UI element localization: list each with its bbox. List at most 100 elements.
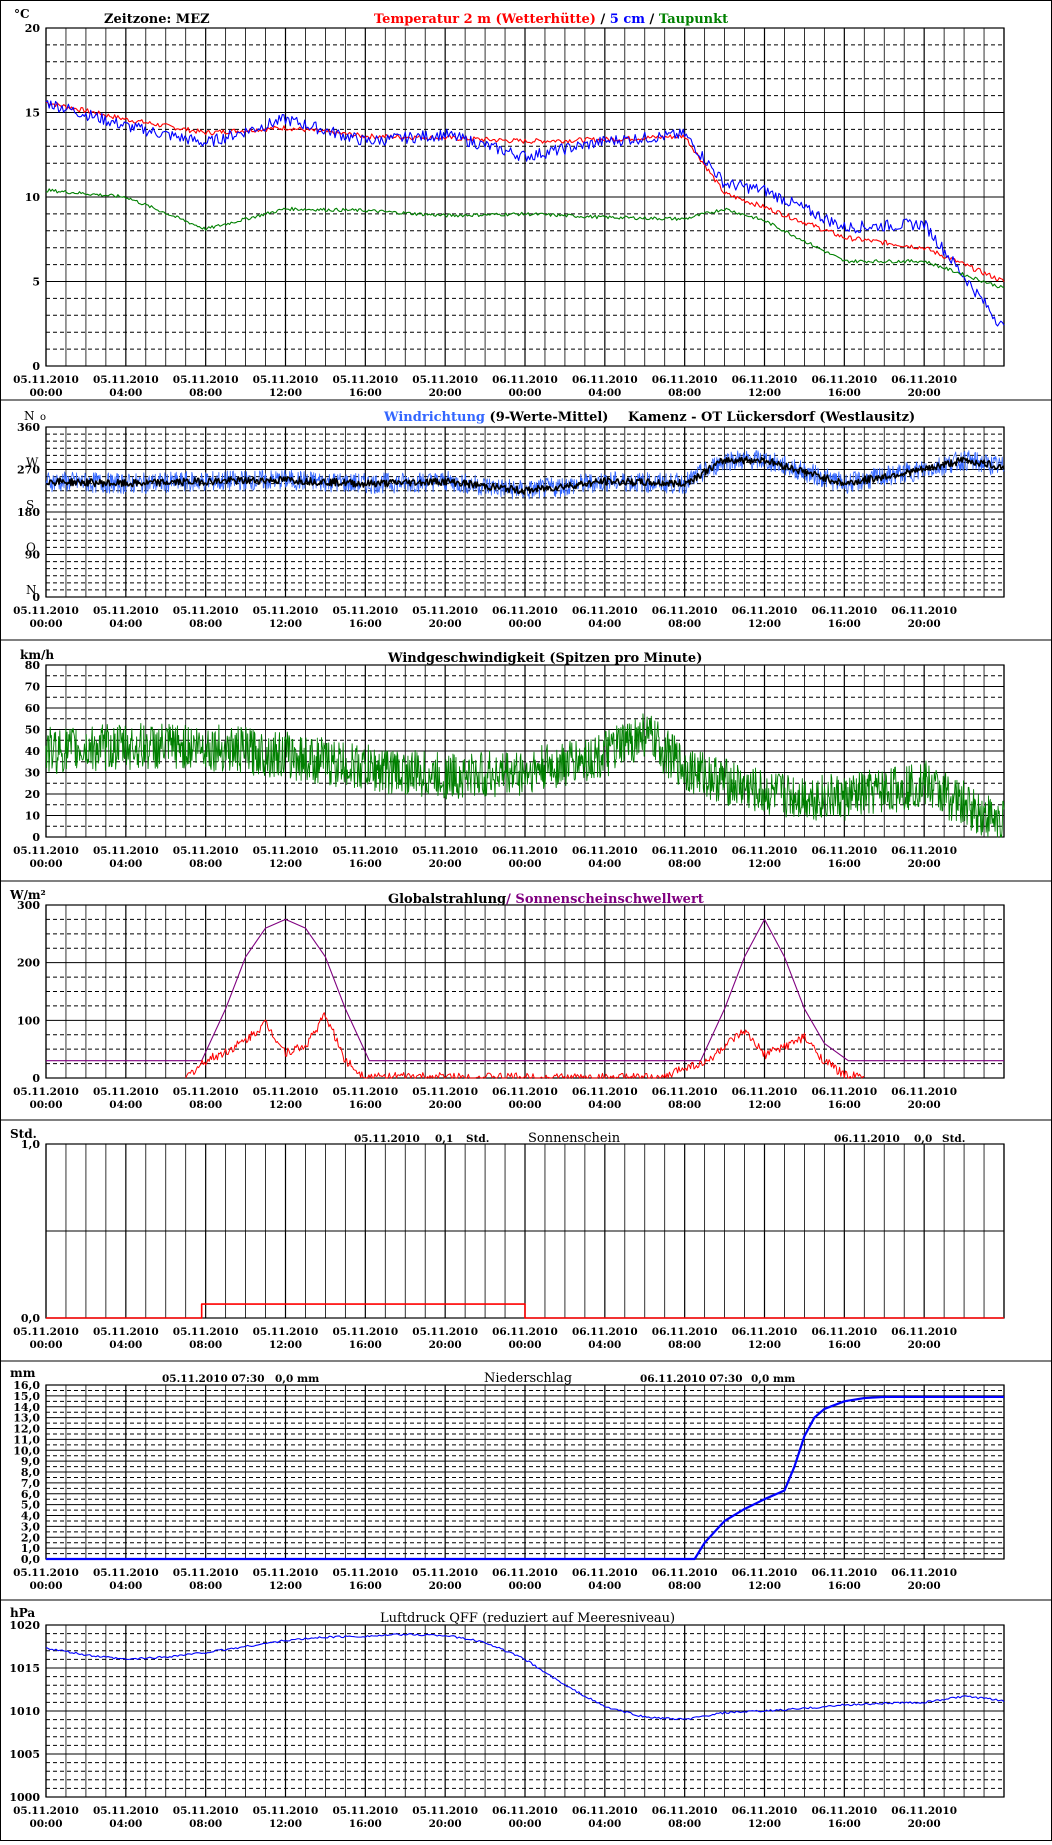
y-tick-label: 30: [25, 767, 41, 780]
x-tick-time: 12:00: [748, 1339, 781, 1351]
x-tick-time: 20:00: [908, 858, 941, 870]
y-tick-label: 200: [17, 957, 40, 970]
x-tick-time: 12:00: [269, 1099, 302, 1111]
x-tick-date: 06.11.2010: [572, 374, 638, 386]
x-tick-date: 06.11.2010: [811, 845, 877, 857]
x-tick-date: 05.11.2010: [253, 605, 319, 617]
plot-grid: [45, 904, 1005, 1079]
x-tick-date: 05.11.2010: [173, 1567, 239, 1579]
series-line: [45, 449, 1005, 500]
x-tick-date: 06.11.2010: [492, 374, 558, 386]
x-tick-time: 08:00: [668, 858, 701, 870]
x-tick-time: 20:00: [908, 1580, 941, 1592]
x-tick-date: 05.11.2010: [13, 845, 79, 857]
y-tick-label: 1000: [9, 1791, 40, 1804]
x-tick-time: 04:00: [588, 387, 621, 399]
x-tick-time: 16:00: [828, 1339, 861, 1351]
x-tick-date: 05.11.2010: [412, 1567, 478, 1579]
x-tick-time: 04:00: [588, 1580, 621, 1592]
x-tick-time: 16:00: [828, 618, 861, 630]
x-tick-date: 05.11.2010: [13, 1805, 79, 1817]
y-tick-label: 5: [32, 276, 40, 289]
plot-frame: [45, 904, 1005, 1079]
plot-frame: [45, 426, 1005, 598]
x-tick-time: 08:00: [189, 1099, 222, 1111]
x-tick-time: 08:00: [189, 1339, 222, 1351]
chart-title: Windgeschwindigkeit (Spitzen pro Minute): [387, 651, 702, 666]
degree-mark: o: [40, 412, 46, 423]
title-part: Globalstrahlung: [388, 892, 506, 907]
y-tick-label: 80: [25, 659, 41, 672]
y-tick-label: 40: [25, 745, 41, 758]
title-part: Taupunkt: [659, 12, 728, 27]
x-tick-time: 08:00: [189, 858, 222, 870]
x-tick-time: 20:00: [908, 387, 941, 399]
y-tick-label: 20: [25, 22, 41, 35]
x-tick-date: 06.11.2010: [652, 845, 718, 857]
x-tick-time: 00:00: [29, 1339, 62, 1351]
x-tick-time: 16:00: [828, 858, 861, 870]
x-tick-date: 06.11.2010: [572, 1326, 638, 1338]
x-tick-time: 12:00: [269, 1339, 302, 1351]
x-tick-time: 16:00: [349, 1818, 382, 1830]
title-part: 5 cm: [610, 12, 645, 27]
x-tick-time: 12:00: [748, 858, 781, 870]
y-unit-label: mm: [10, 1366, 36, 1380]
direction-label: W: [26, 456, 39, 470]
y-tick-label: 0: [32, 591, 40, 604]
chart-title: Windrichtung (9-Werte-Mittel): [383, 410, 608, 425]
x-tick-date: 05.11.2010: [332, 374, 398, 386]
x-tick-time: 16:00: [349, 858, 382, 870]
x-tick-date: 06.11.2010: [652, 374, 718, 386]
x-tick-date: 05.11.2010: [332, 1086, 398, 1098]
y-tick-label: 10: [25, 810, 41, 823]
y-tick-label: 1020: [9, 1619, 40, 1632]
x-tick-time: 20:00: [908, 1339, 941, 1351]
x-tick-date: 06.11.2010: [732, 374, 798, 386]
x-tick-time: 08:00: [189, 1580, 222, 1592]
x-tick-time: 20:00: [429, 1339, 462, 1351]
plot-grid: [45, 1624, 1005, 1798]
y-tick-label: 360: [17, 421, 40, 434]
x-tick-date: 05.11.2010: [412, 845, 478, 857]
series-line: [45, 188, 1005, 289]
x-tick-time: 16:00: [828, 387, 861, 399]
x-tick-time: 16:00: [828, 1099, 861, 1111]
y-tick-label: 50: [25, 724, 41, 737]
x-tick-date: 05.11.2010: [93, 1805, 159, 1817]
x-tick-time: 12:00: [269, 387, 302, 399]
direction-label: N: [26, 583, 37, 597]
chart-title: Sonnenschein: [528, 1131, 621, 1146]
x-tick-time: 04:00: [109, 387, 142, 399]
x-tick-date: 06.11.2010: [732, 1567, 798, 1579]
y-tick-label: 20: [25, 788, 41, 801]
y-unit-label: km/h: [20, 648, 54, 662]
day1-date: 05.11.2010: [354, 1133, 420, 1145]
x-tick-time: 16:00: [349, 387, 382, 399]
x-tick-date: 06.11.2010: [732, 1805, 798, 1817]
x-tick-time: 00:00: [29, 1099, 62, 1111]
x-tick-date: 05.11.2010: [412, 605, 478, 617]
x-tick-date: 06.11.2010: [891, 1567, 957, 1579]
x-tick-time: 00:00: [29, 1818, 62, 1830]
x-tick-date: 05.11.2010: [412, 1805, 478, 1817]
series-line: [45, 713, 1005, 838]
x-tick-date: 05.11.2010: [173, 605, 239, 617]
plot-frame: [45, 27, 1005, 367]
y-tick-label: 1015: [9, 1662, 40, 1675]
chart-title: Globalstrahlung/ Sonnenscheinschwellwert: [388, 892, 704, 907]
x-tick-time: 00:00: [29, 858, 62, 870]
title-part: /: [596, 12, 610, 27]
x-tick-date: 05.11.2010: [93, 1567, 159, 1579]
day1-value: 0,1: [435, 1133, 453, 1145]
y-tick-label: 12,0: [13, 1423, 40, 1436]
x-tick-time: 00:00: [508, 1580, 541, 1592]
x-tick-date: 06.11.2010: [572, 605, 638, 617]
x-tick-date: 05.11.2010: [332, 845, 398, 857]
x-tick-time: 00:00: [508, 387, 541, 399]
y-unit-label: Std.: [10, 1127, 37, 1141]
x-tick-date: 06.11.2010: [811, 1805, 877, 1817]
x-tick-date: 06.11.2010: [652, 1086, 718, 1098]
x-tick-time: 04:00: [109, 618, 142, 630]
x-tick-time: 12:00: [748, 618, 781, 630]
